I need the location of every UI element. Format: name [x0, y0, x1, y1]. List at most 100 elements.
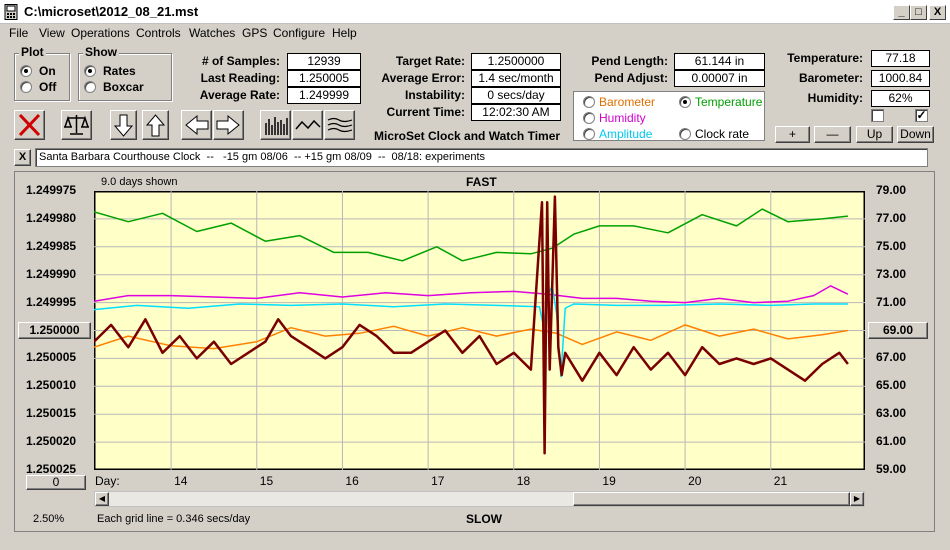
- right-reference-button[interactable]: 69.00: [868, 322, 928, 339]
- scrollbar-thumb[interactable]: [573, 492, 850, 506]
- arrow-left-icon: [185, 114, 209, 136]
- arrow-down-icon: [113, 114, 134, 137]
- barometer-series-label: Barometer: [599, 95, 656, 109]
- left-arrow-button[interactable]: [181, 110, 212, 140]
- menu-gps[interactable]: GPS: [242, 26, 268, 40]
- plot-off-radio[interactable]: [20, 81, 32, 93]
- temperature-label: Temperature:: [787, 51, 863, 65]
- notes-input[interactable]: Santa Barbara Courthouse Clock -- -15 gm…: [35, 148, 928, 167]
- average-rate-label: Average Rate:: [199, 88, 280, 102]
- right-tick-label: 79.00: [876, 183, 907, 197]
- right-tick-label: 59.00: [876, 462, 907, 476]
- bar-view-button[interactable]: [260, 110, 291, 140]
- minimize-button[interactable]: _: [893, 5, 910, 20]
- maximize-button[interactable]: □: [910, 5, 927, 20]
- series-clock-rate: [94, 195, 849, 455]
- show-group-title: Show: [83, 45, 119, 59]
- menu-configure[interactable]: Configure: [273, 26, 326, 40]
- clear-notes-button[interactable]: X: [14, 149, 31, 166]
- left-tick-label: 1.250020: [26, 434, 77, 449]
- pend-adjust-label: Pend Adjust:: [594, 71, 668, 85]
- x-tick-label: 20: [688, 474, 702, 488]
- plot-off-label: Off: [39, 80, 57, 94]
- series-select-panel: [573, 91, 765, 141]
- menu-file[interactable]: File: [9, 26, 29, 40]
- instability-label: Instability:: [404, 88, 465, 102]
- right-tick-label: 71.00: [876, 294, 907, 309]
- menu-help[interactable]: Help: [332, 26, 357, 40]
- balance-button[interactable]: [61, 110, 92, 140]
- scroll-left-icon: ◀: [98, 494, 106, 503]
- target-rate-label: Target Rate:: [395, 54, 465, 68]
- left-tick-label: 1.249975: [26, 183, 77, 197]
- grid-note: Each grid line = 0.346 secs/day: [97, 513, 251, 525]
- scale-down-button[interactable]: Down: [897, 126, 934, 143]
- scale-up-button[interactable]: Up: [856, 126, 893, 143]
- menu-controls[interactable]: Controls: [136, 26, 181, 40]
- up-arrow-button[interactable]: [142, 110, 169, 140]
- app-icon: [4, 4, 18, 20]
- left-tick-label: 1.250015: [26, 406, 77, 421]
- arrow-right-icon: [216, 114, 240, 136]
- amplitude-radio[interactable]: [583, 128, 595, 140]
- average-error-field: 1.4 sec/month: [471, 70, 561, 87]
- menu-view[interactable]: View: [39, 26, 65, 40]
- right-arrow-button[interactable]: [213, 110, 244, 140]
- clear-button[interactable]: [14, 110, 45, 140]
- last-reading-field: 1.250005: [287, 70, 361, 87]
- temperature-radio[interactable]: [679, 96, 691, 108]
- target-rate-field[interactable]: 1.2500000: [471, 53, 561, 70]
- humidity-checkbox-1[interactable]: [871, 109, 884, 122]
- left-tick-label: 1.249995: [26, 294, 77, 309]
- right-tick-label: 63.00: [876, 406, 907, 421]
- line-view-button[interactable]: [292, 110, 323, 140]
- left-tick-label: 1.250025: [26, 462, 77, 476]
- plot-on-label: On: [39, 64, 56, 78]
- x-tick-label: 18: [516, 474, 531, 488]
- right-tick-label: 75.00: [876, 238, 907, 253]
- humidity-field: 62%: [871, 90, 930, 107]
- temperature-series-label: Temperature: [695, 95, 763, 109]
- humidity-radio[interactable]: [583, 112, 595, 124]
- scroll-right-button[interactable]: ▶: [850, 492, 864, 506]
- arrow-up-icon: [145, 114, 166, 137]
- multi-line-view-button[interactable]: [324, 110, 355, 140]
- series-layer: [94, 195, 849, 455]
- left-reference-button[interactable]: 1.250000: [18, 322, 91, 339]
- right-tick-label: 73.00: [876, 266, 907, 281]
- scale-plus-button[interactable]: +: [775, 126, 810, 143]
- clock-rate-radio[interactable]: [679, 128, 691, 140]
- scroll-right-icon: ▶: [853, 494, 861, 503]
- humidity-checkbox-2[interactable]: ✓: [915, 108, 928, 122]
- offset-button[interactable]: 0: [26, 475, 86, 490]
- amplitude-series-label: Amplitude: [599, 127, 653, 141]
- rate-chart: [94, 191, 865, 470]
- show-boxcar-radio[interactable]: [84, 81, 96, 93]
- scroll-left-button[interactable]: ◀: [95, 492, 109, 506]
- days-shown-label: 9.0 days shown: [101, 176, 178, 188]
- show-rates-radio[interactable]: [84, 65, 96, 77]
- barometer-field: 1000.84: [871, 70, 930, 87]
- left-tick-label: 1.250010: [26, 378, 77, 393]
- barometer-radio[interactable]: [583, 96, 595, 108]
- average-rate-field: 1.249999: [287, 87, 361, 104]
- day-axis-label: Day:: [95, 474, 120, 488]
- right-tick-label: 65.00: [876, 378, 907, 393]
- close-window-button[interactable]: X: [929, 5, 946, 20]
- humidity-label: Humidity:: [807, 91, 863, 105]
- down-arrow-button[interactable]: [110, 110, 137, 140]
- clock-rate-series-label: Clock rate: [695, 127, 750, 141]
- x-tick-label: 19: [602, 474, 616, 488]
- chart-panel: [14, 171, 935, 532]
- scale-minus-button[interactable]: —: [814, 126, 851, 143]
- menu-operations[interactable]: Operations: [71, 26, 130, 40]
- barometer-label: Barometer:: [798, 71, 863, 85]
- menu-watches[interactable]: Watches: [189, 26, 236, 40]
- series-humidity: [94, 285, 849, 304]
- menu-bar: File View Operations Controls Watches GP…: [0, 24, 950, 43]
- x-tick-label: 21: [773, 474, 788, 488]
- x-tick-label: 14: [174, 474, 188, 488]
- average-error-label: Average Error:: [381, 71, 465, 85]
- plot-on-radio[interactable]: [20, 65, 32, 77]
- temperature-field: 77.18: [871, 50, 930, 67]
